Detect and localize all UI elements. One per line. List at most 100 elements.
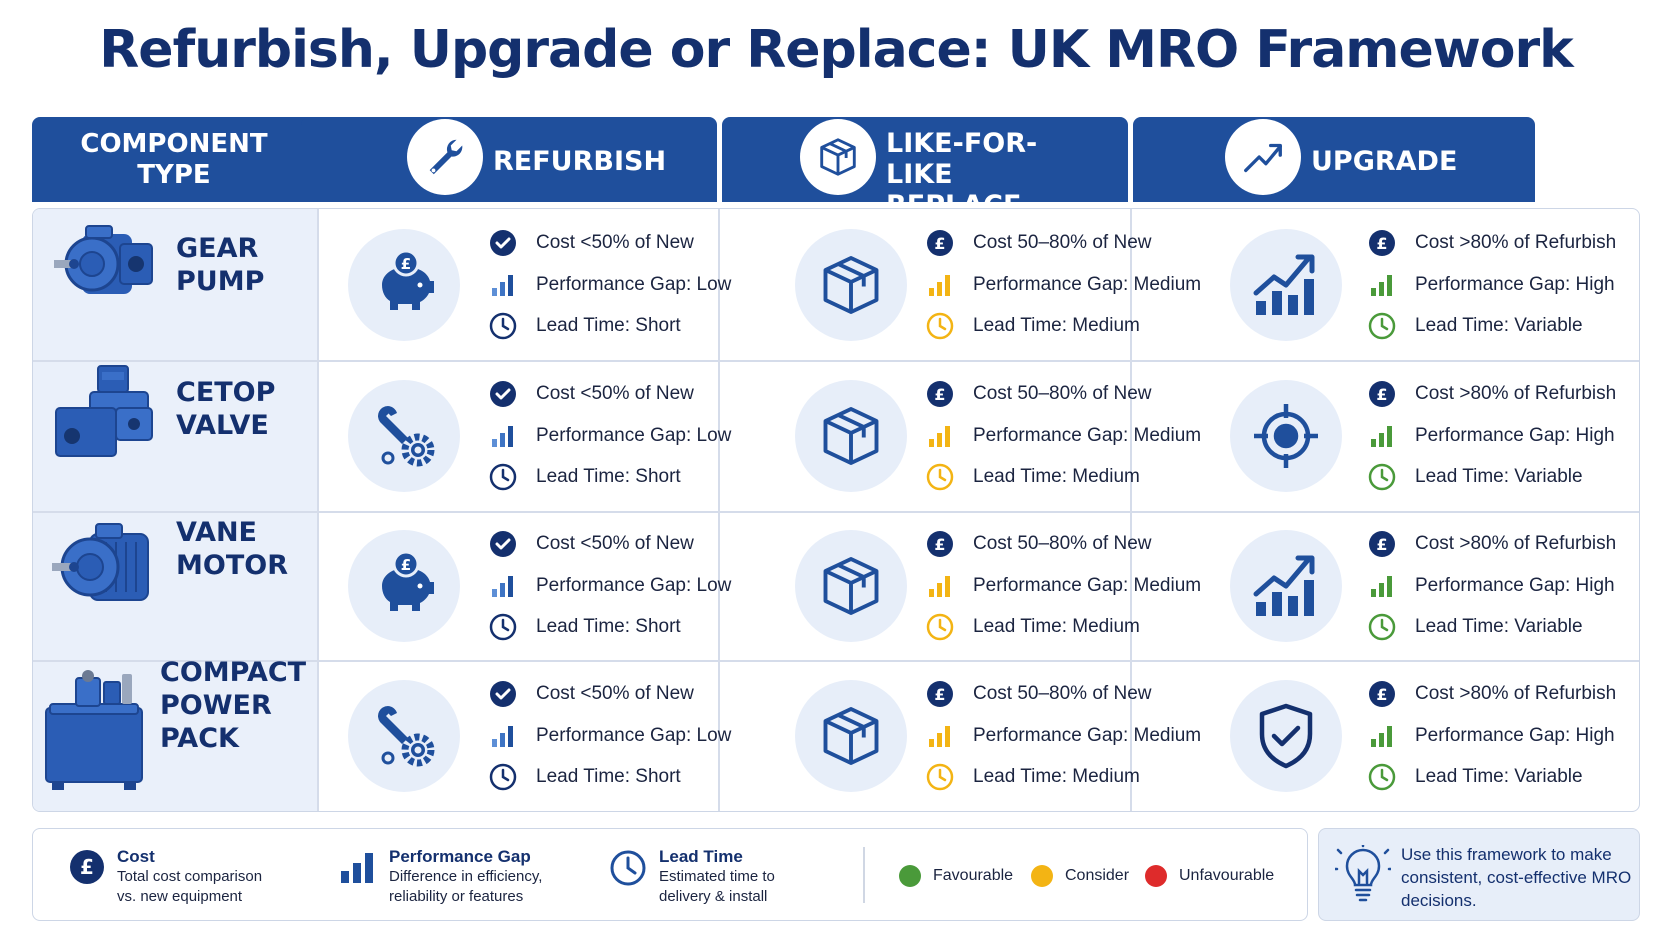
header-upgrade-label: UPGRADE <box>1311 146 1458 177</box>
criteria-text: Performance Gap: High <box>1415 273 1615 295</box>
check-icon <box>488 529 518 559</box>
clock-icon <box>1367 762 1397 792</box>
wrench-gear-icon <box>368 700 440 772</box>
pound-icon: £ <box>925 228 955 258</box>
criteria-text: Cost >80% of Refurbish <box>1415 383 1617 404</box>
svg-text:£: £ <box>80 855 94 879</box>
criteria-text: Performance Gap: High <box>1415 575 1615 596</box>
criteria-line: Lead Time: Variable <box>1367 311 1583 341</box>
bar-chart-icon <box>925 571 955 601</box>
criteria-text: Performance Gap: Medium <box>973 273 1202 295</box>
bar-chart-icon <box>1367 721 1397 751</box>
box-icon <box>815 400 887 472</box>
green-dot <box>899 865 921 887</box>
header-replace-label: LIKE-FOR-LIKE REPLACE <box>886 128 1038 221</box>
pound-icon: £ <box>925 679 955 709</box>
box-icon <box>815 700 887 772</box>
header-refurbish: REFURBISH <box>301 117 717 202</box>
pound-icon: £ <box>70 850 104 884</box>
box-icon <box>815 249 887 321</box>
svg-text:£: £ <box>1376 535 1387 554</box>
bar-chart-icon <box>925 270 955 300</box>
criteria-text: Cost >80% of Refurbish <box>1415 533 1617 554</box>
criteria-line: £ Cost >80% of Refurbish <box>1367 679 1616 709</box>
option-icon-circle <box>348 680 460 792</box>
criteria-line: £ Cost 50–80% of New <box>925 529 1152 559</box>
page-title: Refurbish, Upgrade or Replace: UK MRO Fr… <box>99 20 1573 80</box>
legend-performance-desc: Difference in efficiency, <box>389 868 543 885</box>
criteria-text: Cost >80% of Refurbish <box>1415 231 1617 253</box>
legend-cost: £ Cost Total cost comparison vs. new equ… <box>69 847 262 907</box>
bar-chart-icon <box>925 421 955 451</box>
criteria-line: Lead Time: Variable <box>1367 462 1583 492</box>
header-like-for-like-replace: LIKE-FOR-LIKE REPLACE <box>722 117 1128 221</box>
criteria-line: Performance Gap: Medium <box>925 721 1201 751</box>
criteria-line: Performance Gap: Medium <box>925 571 1201 601</box>
criteria-line: Lead Time: Medium <box>925 311 1140 341</box>
svg-text:£: £ <box>1376 234 1387 253</box>
criteria-line: Performance Gap: Medium <box>925 270 1201 300</box>
criteria-line: Cost <50% of New <box>488 228 694 258</box>
criteria-line: Lead Time: Variable <box>1367 612 1583 642</box>
criteria-text: Performance Gap: Low <box>536 725 732 746</box>
option-icon-circle: £ <box>348 530 460 642</box>
option-icon-circle <box>795 530 907 642</box>
clock-icon <box>925 762 955 792</box>
bar-chart-icon <box>488 721 518 751</box>
criteria-line: Lead Time: Medium <box>925 762 1140 792</box>
criteria-line: £ Cost >80% of Refurbish <box>1367 379 1616 409</box>
svg-text:£: £ <box>934 685 945 704</box>
check-icon <box>488 379 518 409</box>
legend-separator <box>863 847 865 903</box>
svg-text:£: £ <box>934 385 945 404</box>
header-refurbish-label: REFURBISH <box>493 146 667 177</box>
legend-unfavourable: Unfavourable <box>1145 865 1274 887</box>
criteria-text: Lead Time: Medium <box>973 616 1140 637</box>
criteria-text: Performance Gap: Low <box>536 273 732 295</box>
criteria-text: Performance Gap: Medium <box>973 425 1202 446</box>
check-icon <box>488 679 518 709</box>
criteria-line: £ Cost >80% of Refurbish <box>1367 228 1616 258</box>
clock-icon <box>925 311 955 341</box>
bar-chart-growth-icon <box>1250 550 1322 622</box>
column-divider <box>718 209 720 811</box>
svg-text:£: £ <box>401 556 411 574</box>
criteria-line: Lead Time: Short <box>488 762 681 792</box>
clock-icon <box>1367 311 1397 341</box>
criteria-line: Performance Gap: Low <box>488 571 731 601</box>
legend-consider-label: Consider <box>1065 867 1130 884</box>
criteria-text: Lead Time: Medium <box>973 766 1140 787</box>
lightbulb-icon <box>1335 845 1391 902</box>
legend-performance: Performance Gap Difference in efficiency… <box>339 847 542 907</box>
criteria-line: Cost <50% of New <box>488 679 694 709</box>
bar-chart-growth-icon <box>1250 249 1322 321</box>
shield-check-icon <box>1250 700 1322 772</box>
criteria-text: Lead Time: Variable <box>1415 616 1583 637</box>
legend-lead-time-title: Lead Time <box>659 847 743 866</box>
box-icon <box>800 119 876 195</box>
header-component-type: COMPONENT TYPE <box>32 117 316 202</box>
pound-icon: £ <box>925 529 955 559</box>
bar-chart-icon <box>1367 270 1397 300</box>
legend: £ Cost Total cost comparison vs. new equ… <box>32 828 1308 921</box>
criteria-line: Cost <50% of New <box>488 529 694 559</box>
svg-text:£: £ <box>401 255 411 273</box>
criteria-text: Performance Gap: High <box>1415 425 1615 446</box>
matrix-frame <box>32 208 1640 812</box>
criteria-line: Performance Gap: High <box>1367 421 1615 451</box>
criteria-line: Lead Time: Variable <box>1367 762 1583 792</box>
red-dot <box>1145 865 1167 887</box>
option-icon-circle <box>1230 228 1342 341</box>
criteria-line: Lead Time: Short <box>488 612 681 642</box>
criteria-text: Cost <50% of New <box>536 683 694 704</box>
criteria-text: Lead Time: Short <box>536 616 681 637</box>
option-icon-circle <box>348 380 460 492</box>
criteria-text: Lead Time: Medium <box>973 314 1140 336</box>
option-icon-circle <box>795 380 907 492</box>
bar-chart-icon <box>488 571 518 601</box>
column-divider <box>317 209 319 811</box>
option-icon-circle <box>795 228 907 341</box>
option-icon-circle <box>1230 680 1342 792</box>
clock-icon <box>488 462 518 492</box>
pound-icon: £ <box>1367 379 1397 409</box>
